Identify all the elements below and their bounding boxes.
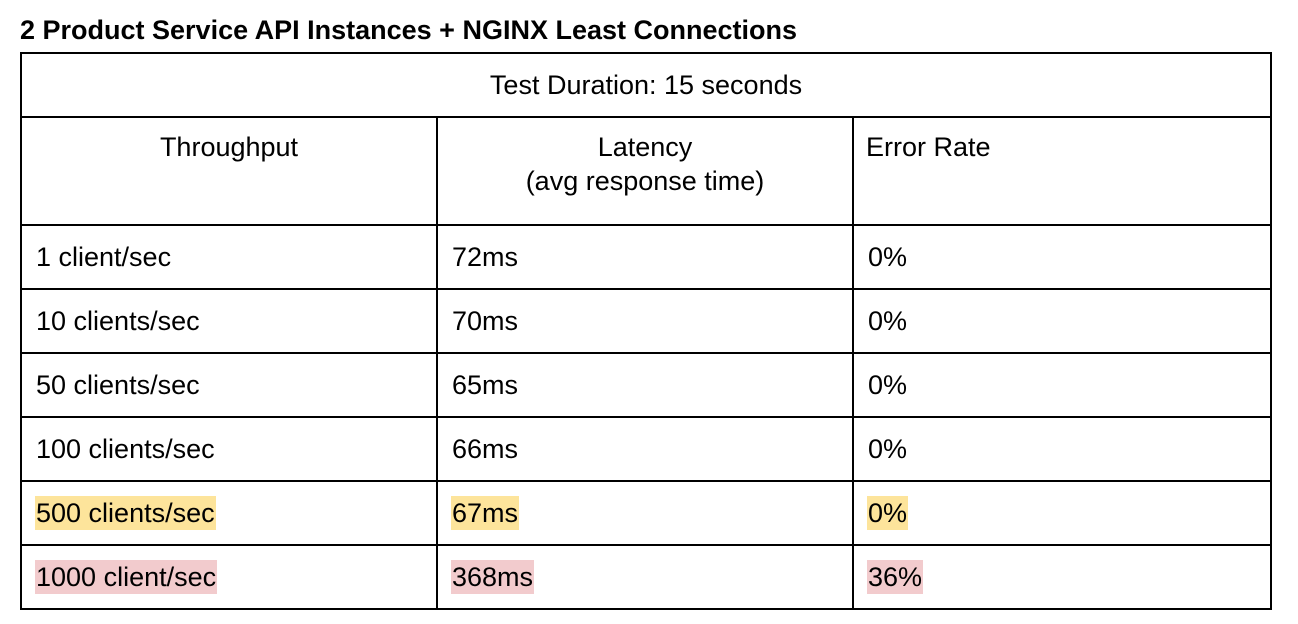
throughput-value: 1 client/sec bbox=[36, 241, 172, 272]
table-row: 1 client/sec 72ms 0% bbox=[20, 224, 1273, 290]
latency-cell: 66ms bbox=[436, 416, 854, 482]
duration-row: Test Duration: 15 seconds bbox=[19, 52, 1273, 118]
throughput-value: 100 clients/sec bbox=[36, 433, 215, 464]
latency-cell: 67ms bbox=[436, 480, 854, 546]
error-rate-cell: 0% bbox=[851, 224, 1273, 290]
latency-cell: 368ms bbox=[436, 544, 854, 610]
error-rate-cell: 0% bbox=[851, 480, 1273, 546]
header-error-rate-label: Error Rate bbox=[866, 132, 991, 162]
latency-cell: 70ms bbox=[436, 288, 854, 354]
throughput-cell: 50 clients/sec bbox=[20, 352, 438, 418]
header-latency: Latency (avg response time) bbox=[436, 116, 854, 226]
table-row: 50 clients/sec 65ms 0% bbox=[20, 352, 1273, 418]
throughput-value: 50 clients/sec bbox=[36, 369, 200, 400]
throughput-value: 500 clients/sec bbox=[35, 495, 216, 530]
error-rate-value: 0% bbox=[868, 369, 908, 400]
latency-value: 368ms bbox=[451, 559, 535, 594]
error-rate-value: 0% bbox=[868, 433, 908, 464]
error-rate-value: 36% bbox=[867, 559, 924, 594]
table-row: 500 clients/sec 67ms 0% bbox=[20, 480, 1273, 546]
latency-value: 70ms bbox=[452, 305, 519, 336]
throughput-cell: 10 clients/sec bbox=[20, 288, 438, 354]
error-rate-cell: 0% bbox=[851, 416, 1273, 482]
throughput-cell: 1000 client/sec bbox=[20, 544, 438, 610]
table-row: 10 clients/sec 70ms 0% bbox=[20, 288, 1273, 354]
throughput-cell: 500 clients/sec bbox=[20, 480, 438, 546]
latency-cell: 65ms bbox=[436, 352, 854, 418]
page-title: 2 Product Service API Instances + NGINX … bbox=[20, 15, 797, 45]
error-rate-cell: 36% bbox=[851, 544, 1273, 610]
header-error-rate: Error Rate bbox=[851, 116, 1273, 226]
error-rate-value: 0% bbox=[868, 305, 908, 336]
latency-value: 67ms bbox=[451, 495, 520, 530]
test-duration-cell: Test Duration: 15 seconds bbox=[19, 52, 1273, 118]
error-rate-cell: 0% bbox=[851, 288, 1273, 354]
header-throughput-label: Throughput bbox=[159, 132, 299, 162]
results-table: Test Duration: 15 seconds Throughput Lat… bbox=[19, 52, 1273, 610]
latency-cell: 72ms bbox=[436, 224, 854, 290]
header-row: Throughput Latency (avg response time) E… bbox=[20, 116, 1273, 226]
latency-value: 72ms bbox=[452, 241, 519, 272]
header-throughput: Throughput bbox=[20, 116, 438, 226]
error-rate-cell: 0% bbox=[851, 352, 1273, 418]
header-latency-label: Latency bbox=[597, 132, 693, 162]
latency-value: 65ms bbox=[452, 369, 519, 400]
throughput-cell: 1 client/sec bbox=[20, 224, 438, 290]
latency-value: 66ms bbox=[452, 433, 519, 464]
throughput-cell: 100 clients/sec bbox=[20, 416, 438, 482]
throughput-value: 1000 client/sec bbox=[35, 559, 218, 594]
error-rate-value: 0% bbox=[868, 241, 908, 272]
header-latency-sublabel: (avg response time) bbox=[525, 166, 765, 196]
error-rate-value: 0% bbox=[867, 495, 909, 530]
table-row: 1000 client/sec 368ms 36% bbox=[20, 544, 1273, 610]
table-row: 100 clients/sec 66ms 0% bbox=[20, 416, 1273, 482]
throughput-value: 10 clients/sec bbox=[36, 305, 200, 336]
test-duration-text: Test Duration: 15 seconds bbox=[489, 69, 803, 100]
